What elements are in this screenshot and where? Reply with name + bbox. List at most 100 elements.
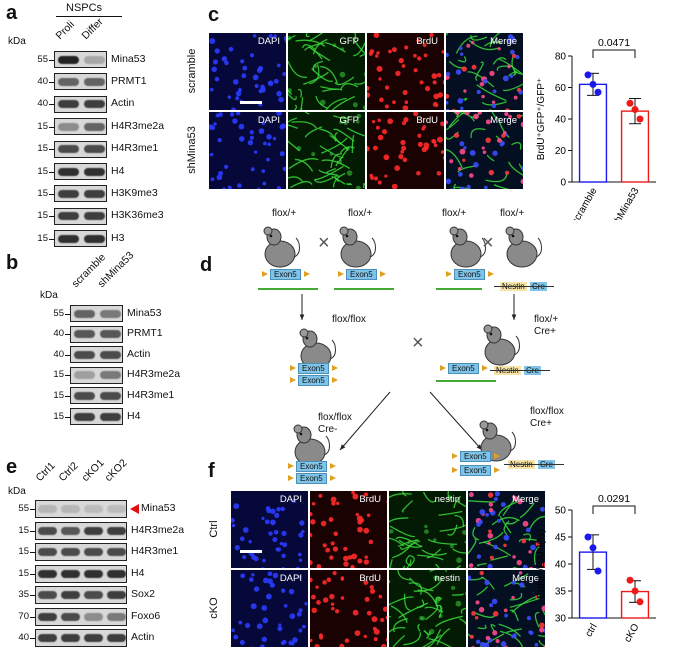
lane-label: Ctrl1 <box>33 459 58 484</box>
micrograph-tile: DAPI <box>208 32 287 111</box>
protein-band <box>73 350 95 359</box>
micrograph-texture <box>367 112 444 189</box>
y-tick-label: 0 <box>560 178 566 189</box>
protein-label: Actin <box>111 97 135 110</box>
micrograph-tile: GFP <box>287 111 366 190</box>
loxp-arrow-icon <box>494 453 500 459</box>
channel-label: DAPI <box>257 36 280 47</box>
protein-band <box>57 212 79 221</box>
genotype-label: Cre+ <box>534 326 556 337</box>
protein-band <box>73 391 95 400</box>
mw-tick <box>49 81 54 83</box>
protein-label: Actin <box>127 347 151 360</box>
panel-a-kda: kDa <box>8 36 26 47</box>
protein-band <box>84 212 106 221</box>
panel-c-label: c <box>208 4 220 26</box>
protein-band <box>84 505 103 513</box>
molecular-weight-label: 15 <box>18 524 29 536</box>
micrograph-tile: Merge <box>445 111 524 190</box>
protein-label: H3K36me3 <box>111 209 164 222</box>
protein-band <box>84 569 103 578</box>
significance-bracket <box>592 505 636 514</box>
micrograph-texture <box>389 491 466 568</box>
cross-symbol: × <box>482 232 494 254</box>
channel-label: BrdU <box>359 573 381 584</box>
protein-band <box>107 634 126 642</box>
loxp-arrow-icon <box>290 377 296 383</box>
protein-label: H4R3me2a <box>127 368 181 381</box>
micrograph-texture <box>446 112 523 189</box>
protein-label: Mina53 <box>127 306 162 319</box>
data-point <box>594 567 602 575</box>
exon-box: Exon5 <box>448 363 479 374</box>
data-point <box>626 576 634 584</box>
protein-band <box>84 100 106 109</box>
western-blot-strip <box>35 564 127 583</box>
protein-label: H4R3me2a <box>111 119 165 132</box>
data-point <box>631 106 639 114</box>
western-blot-strip <box>54 73 107 91</box>
loxp-arrow-icon <box>332 377 338 383</box>
loxp-arrow-icon <box>482 365 488 371</box>
cross-symbol: × <box>412 332 424 354</box>
panel-e-kda: kDa <box>8 486 26 497</box>
loxp-arrow-icon <box>452 453 458 459</box>
micrograph-texture <box>310 491 387 568</box>
protein-band <box>61 548 80 556</box>
molecular-weight-label: 40 <box>37 75 48 87</box>
protein-band <box>73 371 95 380</box>
western-blot-strip <box>70 305 123 322</box>
cross-symbol: × <box>318 232 330 254</box>
protein-label: Foxo6 <box>131 609 161 622</box>
mw-tick <box>49 193 54 195</box>
protein-label: H4R3me1 <box>131 545 179 557</box>
mw-tick <box>30 638 35 639</box>
protein-band <box>84 122 106 131</box>
molecular-weight-label: 15 <box>37 120 48 132</box>
y-tick-label: 60 <box>555 83 567 94</box>
protein-band <box>107 526 126 535</box>
row-label: scramble <box>186 48 198 93</box>
micrograph-texture <box>367 33 444 110</box>
y-tick-label: 50 <box>555 506 567 517</box>
micrograph-texture <box>389 570 466 647</box>
protein-band <box>84 234 106 243</box>
exon-box: Exon5 <box>296 461 327 472</box>
molecular-weight-label: 15 <box>37 165 48 177</box>
loxp-arrow-icon <box>290 365 296 371</box>
micrograph-texture <box>288 112 365 189</box>
channel-label: BrdU <box>416 36 438 47</box>
exon-box: Exon5 <box>270 269 301 280</box>
molecular-weight-label: 35 <box>18 589 29 600</box>
row-label: cKO <box>208 596 220 619</box>
mouse-icon <box>339 226 376 268</box>
panel-f-bar-chart: 30 35 40 45 50 BrdU⁺/DAPI(%) ctrl cKO 0.0291 <box>536 493 656 644</box>
mw-tick <box>65 313 70 315</box>
micrograph-tile: Merge <box>467 490 546 569</box>
loxp-arrow-icon <box>338 271 344 277</box>
protein-band <box>100 350 122 359</box>
y-tick-label: 40 <box>555 115 567 126</box>
mw-tick <box>30 616 35 618</box>
panel-f-scale-bar <box>240 550 262 553</box>
molecular-weight-label: 55 <box>37 53 48 65</box>
western-blot-strip <box>54 51 107 68</box>
protein-band <box>84 634 103 642</box>
panel-c-scale-bar <box>240 101 262 104</box>
genotype-label: flox/+ <box>442 208 467 219</box>
protein-label: Actin <box>131 631 155 643</box>
protein-band <box>61 634 80 642</box>
mw-tick <box>49 171 54 173</box>
wildtype-line <box>436 288 482 290</box>
protein-band <box>100 309 122 318</box>
mw-tick <box>65 334 70 336</box>
loxp-arrow-icon <box>288 475 294 481</box>
protein-label: H4 <box>127 409 141 422</box>
panel-d-label: d <box>200 254 213 276</box>
protein-band <box>57 100 79 109</box>
protein-label: H4 <box>131 566 145 579</box>
protein-band <box>84 167 106 176</box>
loxp-arrow-icon <box>446 271 452 277</box>
protein-label: H3K9me3 <box>111 186 158 199</box>
mw-tick <box>30 595 35 596</box>
